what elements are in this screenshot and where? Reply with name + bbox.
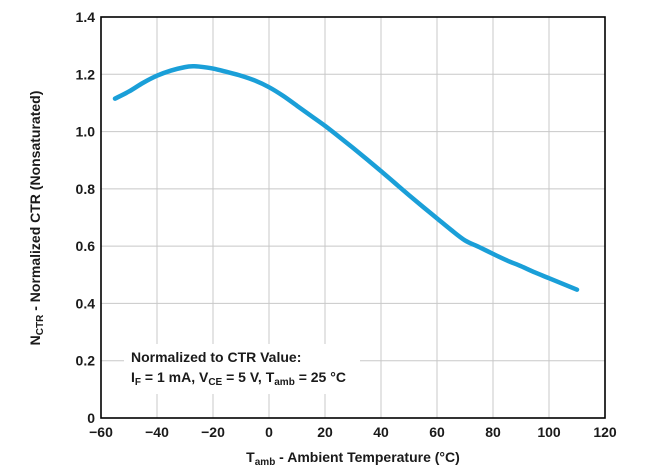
vce-symbol: V: [199, 369, 209, 385]
tamb-symbol: T: [266, 369, 275, 385]
y-axis-title-text: - Normalized CTR (Nonsaturated): [27, 91, 43, 315]
y-tick-label: 0.6: [76, 238, 96, 254]
x-axis-title: Tamb - Ambient Temperature (°C): [246, 449, 460, 468]
if-subscript: F: [135, 377, 141, 388]
annotation-line-2: IF = 1 mA, VCE = 5 V, Tamb = 25 °C: [131, 369, 346, 388]
tamb-value: = 25 °C: [295, 369, 346, 385]
x-tick-label: 20: [317, 424, 333, 440]
vce-value: = 5 V,: [222, 369, 265, 385]
x-tick-label: −60: [89, 424, 113, 440]
if-value: = 1 mA,: [141, 369, 199, 385]
y-axis-title: NCTR - Normalized CTR (Nonsaturated): [27, 91, 46, 346]
x-tick-label: 80: [485, 424, 501, 440]
x-tick-label: −40: [145, 424, 169, 440]
y-tick-label: 0.4: [76, 295, 96, 311]
x-axis-title-subscript: amb: [255, 457, 276, 468]
y-tick-label: 1.0: [76, 124, 96, 140]
x-tick-label: 0: [265, 424, 273, 440]
x-tick-label: 100: [537, 424, 561, 440]
x-tick-label: 120: [593, 424, 617, 440]
x-tick-label: 40: [373, 424, 389, 440]
y-tick-label: 1.4: [76, 9, 96, 25]
x-tick-label: 60: [429, 424, 445, 440]
y-axis-title-subscript: CTR: [35, 314, 46, 335]
annotation-line-1: Normalized to CTR Value:: [131, 349, 301, 365]
annotation-box: [124, 344, 360, 394]
y-tick-label: 0.2: [76, 353, 96, 369]
y-tick-label: 1.2: [76, 66, 96, 82]
y-axis-title-symbol: N: [27, 335, 43, 345]
x-axis-title-symbol: T: [246, 449, 255, 465]
vce-subscript: CE: [208, 377, 222, 388]
if-symbol: I: [131, 369, 135, 385]
y-tick-label: 0.8: [76, 181, 96, 197]
series-points: [114, 66, 578, 290]
tick-labels: −60 −40 −20 0 20 40 60 80 100 120 0 0.2 0.4 0.6 0.8 1.0…: [76, 9, 617, 440]
plot-frame: [100, 16, 606, 419]
x-tick-label: −20: [201, 424, 225, 440]
y-tick-label: 0: [87, 410, 95, 426]
x-axis-title-text: - Ambient Temperature (°C): [275, 449, 460, 465]
tamb-subscript: amb: [274, 377, 295, 388]
